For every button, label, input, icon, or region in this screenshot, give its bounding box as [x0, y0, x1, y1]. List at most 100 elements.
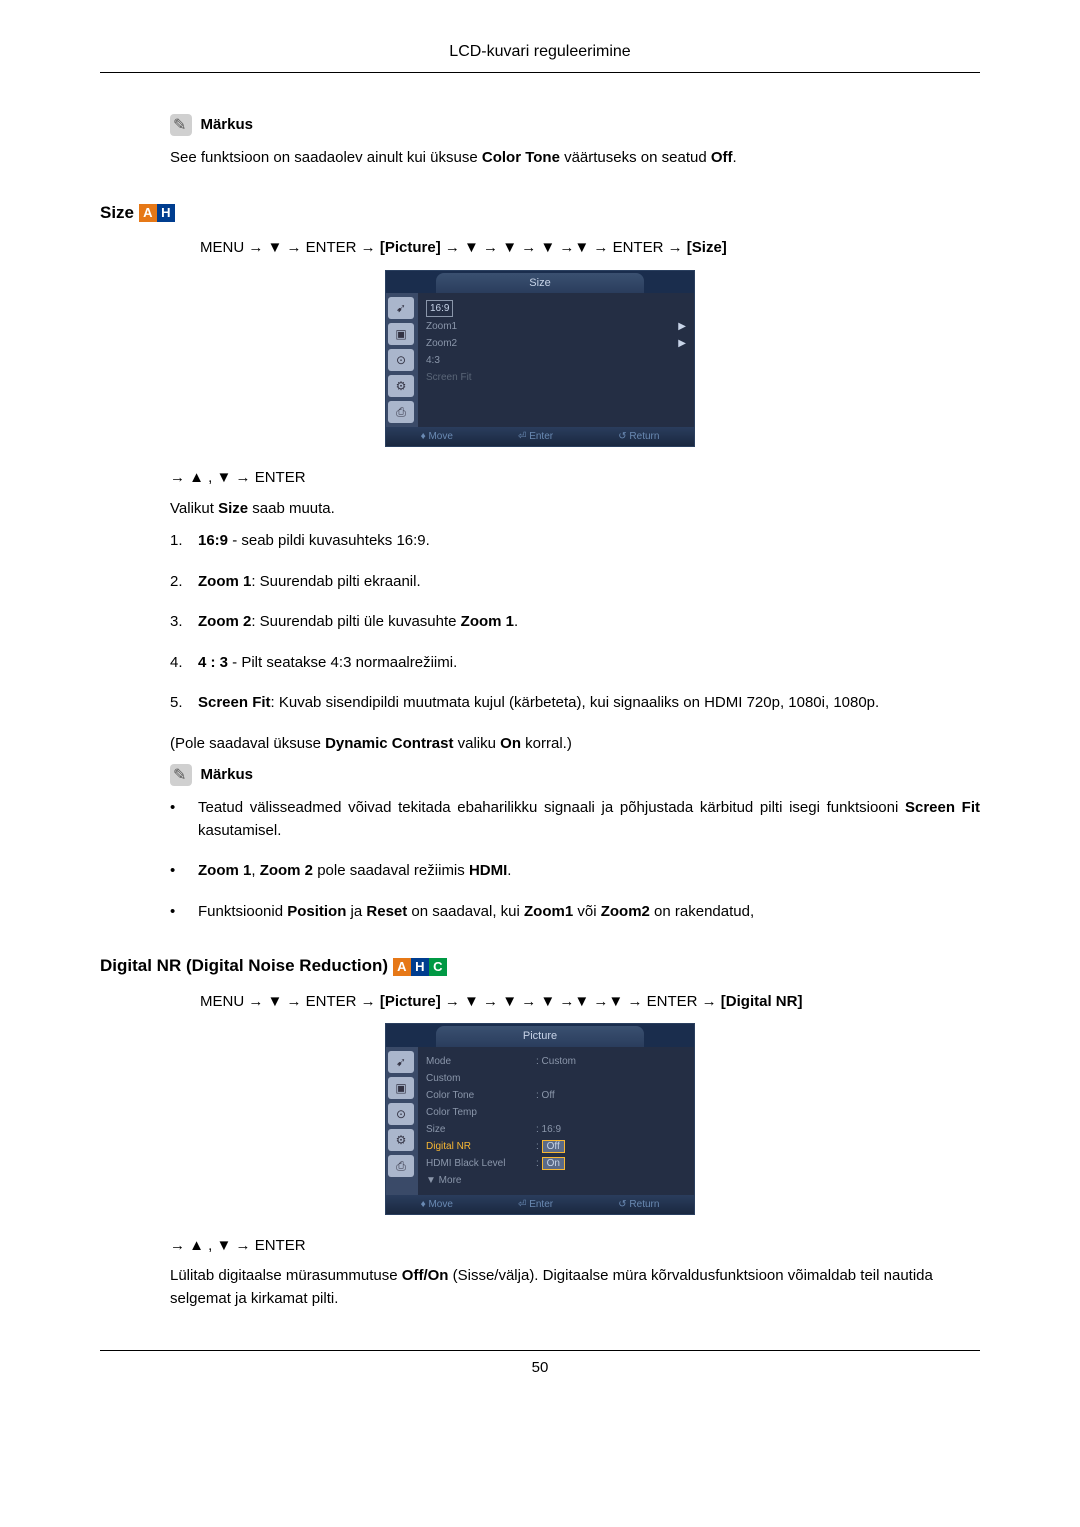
note1-prefix: See funktsioon on saadaolev ainult kui ü…	[170, 149, 482, 166]
size-menu-path: MENU → ▼ → ENTER → [Picture] → ▼ → ▼ → ▼…	[200, 237, 980, 260]
osd-picture-footer: ♦ Move ⏎ Enter ↺ Return	[386, 1195, 694, 1214]
note-block-1: Märkus	[170, 113, 980, 137]
osd-sidebar-icon: ⊙	[388, 1103, 414, 1125]
size-desc-suffix: saab muuta.	[248, 500, 335, 517]
osd-footer-return: ↺ Return	[618, 1197, 659, 1212]
osd-size-footer: ♦ Move ⏎ Enter ↺ Return	[386, 427, 694, 446]
size-list-item: 5.Screen Fit: Kuvab sisendipildi muutmat…	[170, 692, 980, 715]
size-desc-prefix: Valikut	[170, 500, 218, 517]
osd-sidebar-icon: ▣	[388, 1077, 414, 1099]
note-1-text: See funktsioon on saadaolev ainult kui ü…	[170, 147, 980, 170]
dnr-path-bold1: [Picture]	[380, 993, 441, 1010]
header-divider	[100, 72, 980, 73]
osd-sidebar-icon: ▣	[388, 323, 414, 345]
osd-sidebar: ➹ ▣ ⊙ ⚙ ⎙	[386, 293, 418, 427]
osd-picture-row: Custom	[426, 1070, 686, 1087]
osd-picture-row: ▼ More	[426, 1172, 686, 1189]
osd-picture-body: ➹ ▣ ⊙ ⚙ ⎙ Mode: CustomCustomColor Tone: OffC…	[386, 1047, 694, 1195]
osd-sidebar-icon: ⚙	[388, 1129, 414, 1151]
osd-picture-row: Mode: Custom	[426, 1053, 686, 1070]
osd-footer-return: ↺ Return	[618, 429, 659, 444]
osd-sidebar: ➹ ▣ ⊙ ⚙ ⎙	[386, 1047, 418, 1195]
osd-size-row: Zoom1▶	[426, 318, 686, 335]
size-path-mid: → ▼ → ▼ → ▼ →▼ → ENTER →	[441, 239, 687, 256]
size-list-item: 2.Zoom 1: Suurendab pilti ekraanil.	[170, 571, 980, 594]
osd-size-row: 16:9	[426, 299, 686, 318]
osd-size-tab: Size	[436, 273, 644, 294]
size-desc-bold: Size	[218, 500, 248, 517]
osd-picture-row: Color Tone: Off	[426, 1087, 686, 1104]
osd-footer-enter: ⏎ Enter	[518, 1197, 553, 1212]
avail-prefix: (Pole saadaval üksuse	[170, 735, 325, 752]
osd-size-row: 4:3	[426, 352, 686, 369]
size-path-bold1: [Picture]	[380, 239, 441, 256]
osd-picture-row: Size: 16:9	[426, 1121, 686, 1138]
size-list-item: 1.16:9 - seab pildi kuvasuhteks 16:9.	[170, 530, 980, 553]
size-list-item: 3.Zoom 2: Suurendab pilti üle kuvasuhte …	[170, 611, 980, 634]
size-path-bold2: [Size]	[687, 239, 727, 256]
osd-picture-row: Digital NR: Off	[426, 1138, 686, 1155]
size-desc: Valikut Size saab muuta.	[170, 498, 980, 521]
note-icon	[170, 764, 192, 786]
osd-sidebar-icon: ➹	[388, 1051, 414, 1073]
osd-sidebar-icon: ⚙	[388, 375, 414, 397]
note2-bullet-item: •Teatud välisseadmed võivad tekitada eba…	[170, 797, 980, 842]
osd-size-row: Screen Fit	[426, 369, 686, 386]
digital-nr-section-title: Digital NR (Digital Noise Reduction) AHC	[100, 953, 980, 979]
size-list: 1.16:9 - seab pildi kuvasuhteks 16:9. 2.Z…	[170, 530, 980, 715]
osd-picture-row: HDMI Black Level: On	[426, 1155, 686, 1172]
note-block-2: Märkus	[170, 763, 980, 787]
dnr-desc-bold: Off/On	[402, 1267, 449, 1284]
dnr-after-path: → ▲ , ▼ → ENTER	[170, 1235, 980, 1258]
osd-sidebar-icon: ➹	[388, 297, 414, 319]
size-after-path: → ▲ , ▼ → ENTER	[170, 467, 980, 490]
avail-bold2: On	[500, 735, 521, 752]
dnr-path-mid: → ▼ → ▼ → ▼ →▼ →▼ → ENTER →	[441, 993, 721, 1010]
osd-sidebar-icon: ⎙	[388, 1155, 414, 1177]
osd-picture-row: Color Temp	[426, 1104, 686, 1121]
badge-h-icon: H	[157, 204, 175, 222]
avail-suffix: korral.)	[521, 735, 572, 752]
avail-bold1: Dynamic Contrast	[325, 735, 453, 752]
osd-size-content: 16:9Zoom1▶Zoom2▶4:3Screen Fit	[418, 293, 694, 427]
size-path-prefix: MENU → ▼ → ENTER →	[200, 239, 380, 256]
osd-size-row: Zoom2▶	[426, 335, 686, 352]
badge-a-icon: A	[139, 204, 157, 222]
osd-footer-move: ♦ Move	[421, 1197, 453, 1212]
osd-footer-enter: ⏎ Enter	[518, 429, 553, 444]
page-number: 50	[100, 1357, 980, 1380]
page-header-title: LCD-kuvari reguleerimine	[100, 40, 980, 64]
badge-a-icon: A	[393, 958, 411, 976]
osd-sidebar-icon: ⊙	[388, 349, 414, 371]
dnr-desc: Lülitab digitaalse mürasummutuse Off/On …	[170, 1265, 980, 1310]
dnr-path-prefix: MENU → ▼ → ENTER →	[200, 993, 380, 1010]
digital-nr-menu-path: MENU → ▼ → ENTER → [Picture] → ▼ → ▼ → ▼…	[200, 991, 980, 1014]
dnr-path-bold2: [Digital NR]	[721, 993, 803, 1010]
badge-c-icon: C	[429, 958, 447, 976]
avail-mid: valiku	[453, 735, 500, 752]
note-label-2: Märkus	[200, 766, 253, 783]
note1-bold2: Off	[711, 149, 733, 166]
digital-nr-title-text: Digital NR (Digital Noise Reduction)	[100, 956, 388, 975]
osd-sidebar-icon: ⎙	[388, 401, 414, 423]
footer-divider	[100, 1350, 980, 1351]
size-list-item: 4.4 : 3 - Pilt seatakse 4:3 normaalrežii…	[170, 652, 980, 675]
availability-text: (Pole saadaval üksuse Dynamic Contrast v…	[170, 733, 980, 756]
osd-picture-content: Mode: CustomCustomColor Tone: OffColor T…	[418, 1047, 694, 1195]
badge-h-icon: H	[411, 958, 429, 976]
note2-bullet-item: •Funktsioonid Position ja Reset on saada…	[170, 901, 980, 924]
note2-bullet-item: •Zoom 1, Zoom 2 pole saadaval režiimis H…	[170, 860, 980, 883]
note-label: Märkus	[200, 116, 253, 133]
osd-picture-tab: Picture	[436, 1026, 644, 1047]
osd-size-body: ➹ ▣ ⊙ ⚙ ⎙ 16:9Zoom1▶Zoom2▶4:3Screen Fit	[386, 293, 694, 427]
note1-mid: väärtuseks on seatud	[560, 149, 711, 166]
note2-bullets: •Teatud välisseadmed võivad tekitada eba…	[170, 797, 980, 923]
note1-suffix: .	[733, 149, 737, 166]
size-section-title: Size AH	[100, 200, 980, 226]
size-title-text: Size	[100, 203, 134, 222]
osd-size-panel: Size ➹ ▣ ⊙ ⚙ ⎙ 16:9Zoom1▶Zoom2▶4:3Screen Fit…	[385, 270, 695, 448]
note-icon	[170, 114, 192, 136]
osd-footer-move: ♦ Move	[421, 429, 453, 444]
osd-picture-panel: Picture ➹ ▣ ⊙ ⚙ ⎙ Mode: CustomCustomColor To…	[385, 1023, 695, 1215]
note1-bold1: Color Tone	[482, 149, 560, 166]
